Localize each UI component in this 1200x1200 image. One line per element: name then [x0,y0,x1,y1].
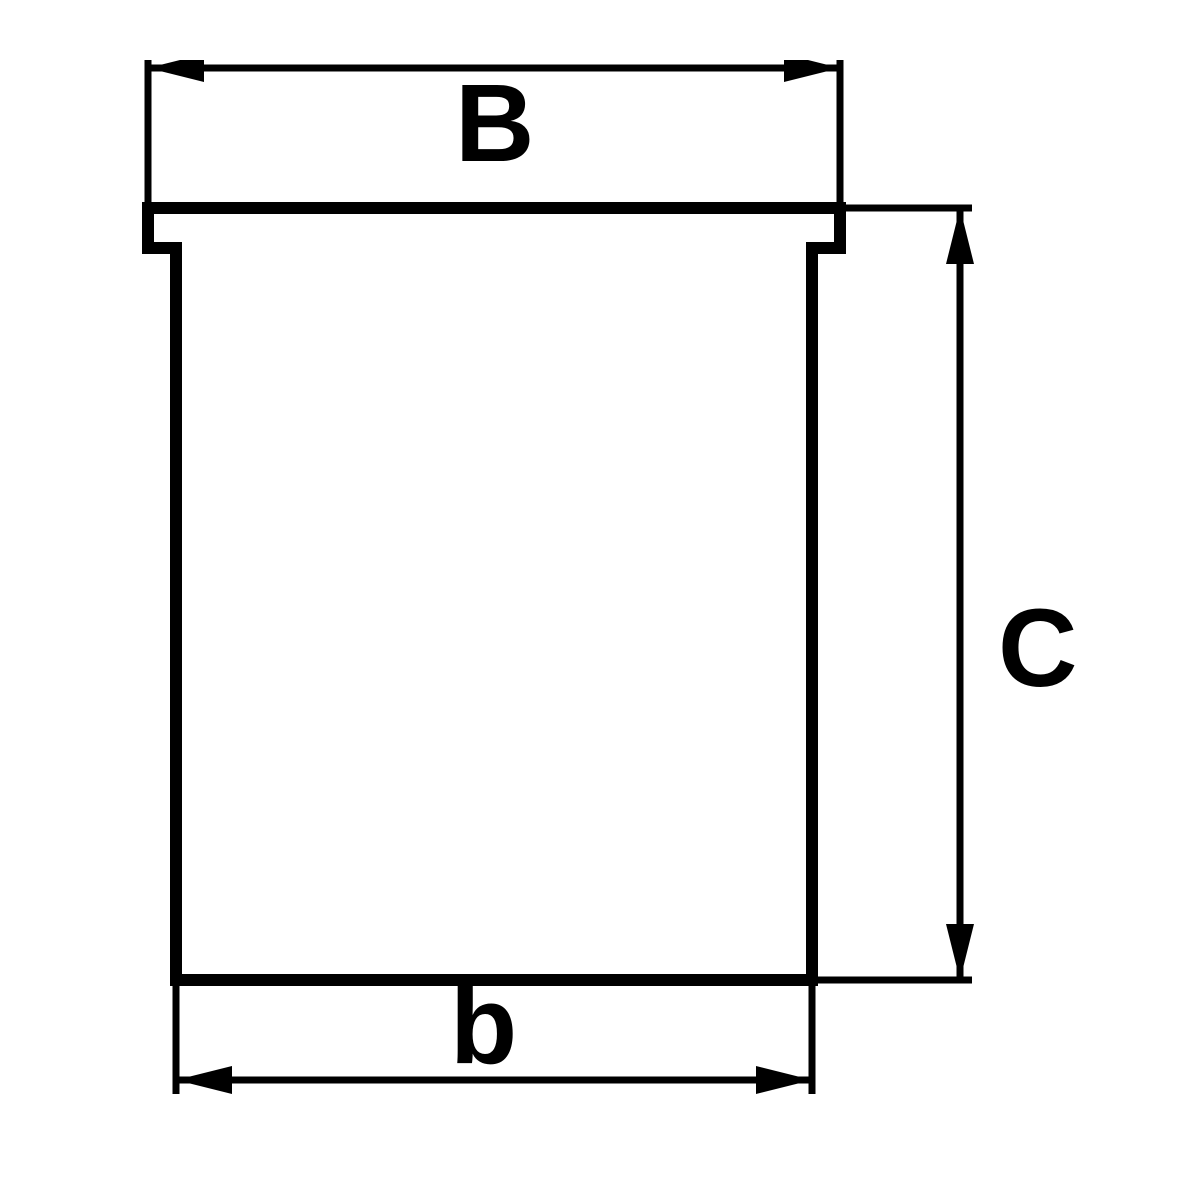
technical-diagram: B b C [60,60,1140,1140]
dimension-label-C: C [998,585,1077,712]
dimension-label-b: b [450,962,517,1089]
container-outline [148,208,840,980]
diagram-svg [60,60,1140,1140]
dimension-C [812,208,974,980]
dimension-label-B: B [455,60,534,187]
